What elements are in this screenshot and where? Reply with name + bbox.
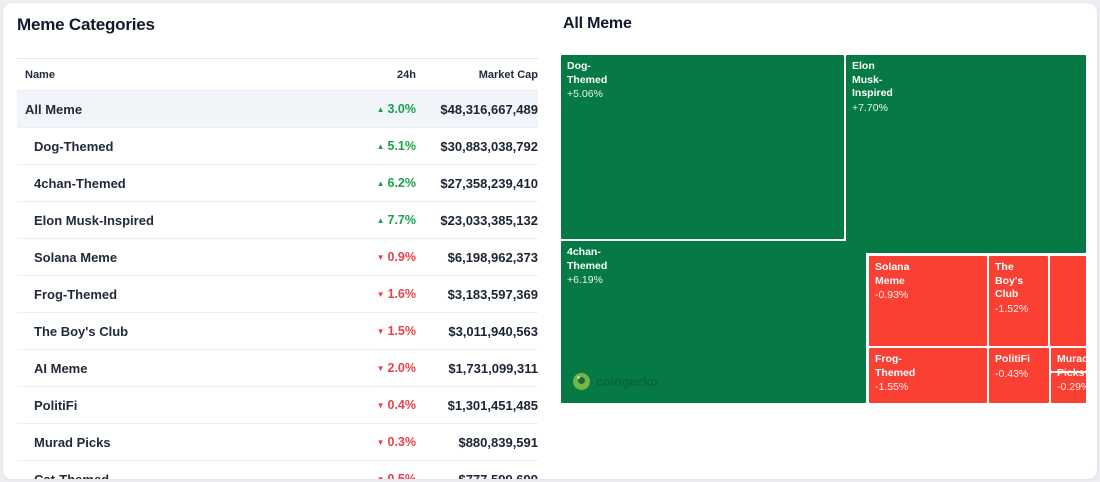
change-arrow-icon: ▼ bbox=[376, 438, 385, 447]
category-market-cap: $3,011,940,563 bbox=[448, 323, 538, 339]
change-arrow-icon: ▼ bbox=[376, 364, 385, 373]
tile-label: Dog- Themed bbox=[567, 60, 608, 86]
tile-label: Elon Musk- Inspired bbox=[852, 60, 893, 100]
category-24h-change: ▲ 6.2% bbox=[376, 176, 416, 190]
category-name: 4chan-Themed bbox=[34, 175, 126, 191]
category-24h-change: ▼ 2.0% bbox=[376, 361, 416, 375]
category-24h-change: ▼ 0.4% bbox=[376, 398, 416, 412]
table-header-row: Name 24h Market Cap bbox=[17, 58, 538, 91]
category-24h-change: ▲ 3.0% bbox=[376, 102, 416, 116]
category-name: Dog-Themed bbox=[34, 138, 114, 154]
category-market-cap: $48,316,667,489 bbox=[440, 101, 538, 117]
category-name: Murad Picks bbox=[34, 434, 111, 450]
category-24h-change: ▲ 7.7% bbox=[376, 213, 416, 227]
change-arrow-icon: ▼ bbox=[376, 475, 385, 480]
table-row[interactable]: PolitiFi ▼ 0.4% $1,301,451,485 bbox=[17, 387, 538, 424]
treemap: coingecko Dog- Themed +5.06% Elon Musk- In… bbox=[561, 55, 1090, 403]
page-title: Meme Categories bbox=[17, 15, 155, 34]
category-market-cap: $880,839,591 bbox=[458, 434, 538, 450]
column-header-market-cap[interactable]: Market Cap bbox=[478, 68, 538, 81]
category-24h-change: ▼ 1.6% bbox=[376, 287, 416, 301]
category-24h-change: ▼ 0.5% bbox=[336, 472, 416, 480]
treemap-tile[interactable]: 4chan- Themed +6.19% bbox=[561, 241, 866, 403]
treemap-tile[interactable]: Elon Musk- Inspired +7.70% bbox=[846, 55, 1086, 253]
tile-change: -0.43% bbox=[995, 367, 1029, 380]
treemap-tile[interactable]: Dog- Themed +5.06% bbox=[561, 55, 844, 239]
tile-label: Murad Picks bbox=[1057, 353, 1089, 379]
change-arrow-icon: ▲ bbox=[376, 142, 385, 151]
column-header-name[interactable]: Name bbox=[25, 68, 55, 81]
category-name: PolitiFi bbox=[34, 397, 78, 413]
change-arrow-icon: ▲ bbox=[376, 216, 385, 225]
category-name: Solana Meme bbox=[34, 249, 118, 265]
change-arrow-icon: ▼ bbox=[376, 401, 385, 410]
table-row[interactable]: Dog-Themed ▲ 5.1% $30,883,038,792 bbox=[17, 128, 538, 165]
table-row[interactable]: Cat-Themed ▼ 0.5% $777,599,699 bbox=[17, 461, 538, 480]
table-row[interactable]: Murad Picks ▼ 0.3% $880,839,591 bbox=[17, 424, 538, 461]
category-market-cap: $30,883,038,792 bbox=[440, 138, 538, 154]
change-arrow-icon: ▼ bbox=[376, 290, 385, 299]
category-24h-change: ▼ 1.5% bbox=[376, 324, 416, 338]
categories-table: Name 24h Market Cap All Meme ▲ 3.0% $48,3… bbox=[17, 58, 538, 480]
table-row[interactable]: Frog-Themed ▼ 1.6% $3,183,597,369 bbox=[17, 276, 538, 313]
treemap-tile[interactable]: Murad Picks -0.29% bbox=[1051, 348, 1090, 393]
tile-change: -1.52% bbox=[995, 302, 1029, 315]
table-row[interactable]: Elon Musk-Inspired ▲ 7.7% $23,033,385,132 bbox=[17, 202, 538, 239]
change-arrow-icon: ▼ bbox=[376, 253, 385, 262]
treemap-tile[interactable]: PolitiFi -0.43% bbox=[989, 348, 1049, 403]
category-name: The Boy's Club bbox=[34, 323, 129, 339]
table-row[interactable]: 4chan-Themed ▲ 6.2% $27,358,239,410 bbox=[17, 165, 538, 202]
category-market-cap: $27,358,239,410 bbox=[440, 175, 538, 191]
tile-label: Frog- Themed bbox=[875, 353, 916, 379]
category-24h-change: ▼ 0.9% bbox=[376, 250, 416, 264]
table-row[interactable]: The Boy's Club ▼ 1.5% $3,011,940,563 bbox=[17, 313, 538, 350]
table-row[interactable]: Solana Meme ▼ 0.9% $6,198,962,373 bbox=[17, 239, 538, 276]
treemap-tile[interactable] bbox=[1050, 256, 1086, 346]
category-market-cap: $3,183,597,369 bbox=[447, 286, 538, 302]
category-name: All Meme bbox=[25, 101, 83, 117]
column-header-24h[interactable]: 24h bbox=[397, 68, 416, 81]
tile-change: -1.55% bbox=[875, 381, 909, 394]
table-body: All Meme ▲ 3.0% $48,316,667,489 Dog-Theme… bbox=[17, 91, 538, 480]
table-row[interactable]: All Meme ▲ 3.0% $48,316,667,489 bbox=[17, 91, 538, 128]
tile-label: The Boy's Club bbox=[995, 261, 1024, 301]
treemap-tile[interactable]: The Boy's Club -1.52% bbox=[989, 256, 1048, 346]
change-arrow-icon: ▲ bbox=[376, 105, 385, 114]
category-market-cap: $1,731,099,311 bbox=[448, 360, 538, 376]
tile-change: +5.06% bbox=[567, 88, 603, 101]
tile-label: 4chan- Themed bbox=[567, 246, 608, 272]
category-24h-change: ▲ 5.1% bbox=[376, 139, 416, 153]
tile-change: -0.29% bbox=[1057, 381, 1091, 394]
category-market-cap: $23,033,385,132 bbox=[440, 212, 538, 228]
category-market-cap: $1,301,451,485 bbox=[447, 397, 538, 413]
category-name: Frog-Themed bbox=[34, 286, 118, 302]
treemap-tile[interactable] bbox=[1051, 373, 1086, 403]
category-name: Cat-Themed bbox=[34, 471, 110, 480]
category-market-cap: $6,198,962,373 bbox=[447, 249, 538, 265]
tile-change: -0.93% bbox=[875, 289, 909, 302]
change-arrow-icon: ▼ bbox=[376, 327, 385, 336]
tile-label: PolitiFi bbox=[995, 353, 1030, 365]
category-name: Elon Musk-Inspired bbox=[34, 212, 154, 228]
category-market-cap: $777,599,699 bbox=[458, 471, 538, 480]
treemap-title: All Meme bbox=[563, 15, 632, 32]
category-24h-change: ▼ 0.3% bbox=[376, 435, 416, 449]
treemap-tile[interactable]: Frog- Themed -1.55% bbox=[869, 348, 987, 403]
table-row[interactable]: AI Meme ▼ 2.0% $1,731,099,311 bbox=[17, 350, 538, 387]
change-arrow-icon: ▲ bbox=[376, 179, 385, 188]
tile-change: +7.70% bbox=[852, 101, 888, 114]
tile-change: +6.19% bbox=[567, 274, 603, 287]
treemap-tile[interactable]: Solana Meme -0.93% bbox=[869, 256, 987, 346]
tile-label: Solana Meme bbox=[875, 261, 910, 287]
category-name: AI Meme bbox=[34, 360, 88, 376]
